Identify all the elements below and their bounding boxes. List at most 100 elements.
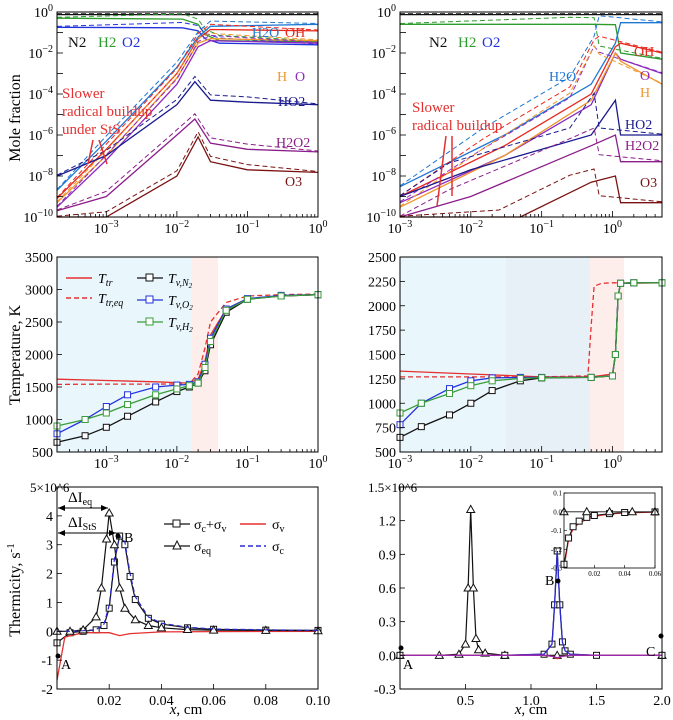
- panel-b-annotation: Slower radical buildup: [412, 100, 502, 134]
- x-tick-label: 10−2: [165, 219, 190, 237]
- d-marker: [446, 411, 454, 419]
- panel-f-series: [395, 504, 667, 660]
- x-tick-label: 10−2: [459, 219, 484, 237]
- inset-y-tick-label: -0.1: [551, 527, 563, 535]
- c-series-ttreq: [56, 293, 319, 386]
- y-tick-label: 1000: [25, 414, 53, 429]
- series-h2o2-eq: [56, 113, 319, 211]
- e-marker: [182, 624, 193, 634]
- c-series-tvh2: [56, 294, 319, 427]
- y-tick-label: 0: [46, 625, 53, 640]
- inset-marker: [590, 512, 598, 519]
- c-marker: [173, 385, 181, 393]
- series-h2o-eq: [56, 20, 319, 190]
- panel-d: 500 750 1000 1250 1500 1750 2000 2250 2500 10−3 1…: [368, 251, 666, 472]
- y-tick-label: 1: [46, 596, 53, 611]
- species-h2o2-label: H2O2: [276, 136, 310, 151]
- c-marker: [102, 409, 110, 417]
- panel-f-inset: -0.3 -0.2 -0.1 0.0 0.1 0.02 0.04 0.06: [551, 490, 662, 579]
- f-point-c-label: C: [646, 645, 655, 660]
- c-marker: [152, 398, 160, 406]
- legend-sv: σv: [272, 518, 285, 535]
- d-marker: [417, 423, 425, 431]
- x-tick-label: 0.06: [201, 694, 226, 709]
- b-series-h2o-eq: [399, 15, 663, 187]
- c-marker: [124, 391, 132, 399]
- species-o-label: O: [295, 70, 305, 85]
- b-species-o-label: O: [640, 69, 650, 84]
- f-marker: [460, 639, 471, 648]
- b-series-h2o2-eq: [399, 127, 663, 217]
- e-marker: [109, 539, 120, 549]
- d-marker: [617, 279, 625, 287]
- b-species-o3-label: O3: [640, 176, 657, 191]
- y-tick-label: 0.9: [379, 548, 397, 563]
- species-oh-label: OH: [285, 26, 305, 41]
- panel-a-annotation: Slower radical buildup under StS: [62, 86, 156, 138]
- panel-c: 500 1000 1500 2000 2500 3000 3500 10−3 10−2 10−1…: [7, 251, 328, 472]
- inset-ticks: -0.3 -0.2 -0.1 0.0 0.1 0.02 0.04 0.06: [551, 490, 662, 579]
- panel-c-yticks: 500 1000 1500 2000 2500 3000 3500: [25, 251, 62, 461]
- y-tick-label: 1500: [25, 381, 53, 396]
- delta-i-sts-label: ΔIStS: [68, 515, 97, 533]
- x-tick-label: 0.08: [254, 694, 279, 709]
- y-tick-label: 100: [34, 3, 53, 21]
- c-marker: [207, 338, 215, 345]
- panel-c-ylabel: Temperature, K: [7, 304, 24, 405]
- x-tick-label: 2.0: [653, 694, 671, 709]
- y-tick-label: 3000: [25, 284, 53, 299]
- f-marker: [465, 504, 476, 513]
- e-marker: [156, 622, 167, 632]
- d-marker: [587, 373, 595, 381]
- species-o3-label: O3: [285, 175, 302, 190]
- inset-marker: [583, 513, 591, 521]
- y-tick-label: 2250: [368, 275, 396, 290]
- panel-f-yticks: -0.3 0.0 0.3 0.6 0.9 1.2: [374, 515, 405, 698]
- panel-f-xlabel: x, cm: [514, 702, 548, 718]
- x-tick-label: 10−1: [529, 219, 554, 237]
- y-tick-label: 0.6: [379, 582, 397, 597]
- series-o-eq: [56, 34, 319, 207]
- d-marker: [538, 374, 546, 382]
- y-tick-label: 10−6: [371, 126, 396, 144]
- e-marker: [208, 625, 219, 634]
- f-series: [400, 654, 662, 659]
- e-series: [56, 630, 319, 681]
- delta-i-eq-label: ΔIeq: [68, 490, 92, 508]
- species-n2-label: N2: [68, 35, 86, 51]
- inset-x-tick-label: 0.06: [649, 570, 662, 578]
- x-tick-label: 10−2: [459, 454, 484, 472]
- x-tick-label: 10−2: [165, 454, 190, 472]
- b-species-h2o2-label: H2O2: [625, 139, 659, 154]
- panel-e: -2 -1 0 1 2 3 4 0.02 0.04 0.06 0.08 0.10 5×10^6 Th…: [5, 480, 330, 718]
- c-marker: [277, 292, 285, 300]
- e-marker: [119, 603, 130, 612]
- x-tick-label: 100: [603, 454, 622, 472]
- d-marker: [467, 399, 475, 407]
- d-marker: [516, 374, 524, 382]
- panel-a-series: [56, 13, 319, 218]
- series-oh-eq: [56, 23, 319, 198]
- panel-e-yticks: -2 -1 0 1 2 3 4: [41, 510, 62, 698]
- y-tick-label: 100: [377, 3, 396, 21]
- x-tick-label: 10−3: [94, 219, 119, 237]
- series-ho2-eq: [56, 75, 319, 176]
- series-o2-eq: [56, 21, 319, 45]
- e-marker: [104, 507, 115, 517]
- y-tick-label: 1750: [368, 324, 396, 339]
- panel-d-yticks: 500 750 1000 1250 1500 1750 2000 2250 2500: [368, 251, 405, 461]
- b-series-h2o2: [399, 134, 662, 218]
- panel-e-yscale: 5×10^6: [30, 480, 70, 495]
- y-tick-label: 2500: [25, 316, 53, 331]
- panel-f-xticks: 0.5 1.0 1.5 2.0: [457, 684, 671, 709]
- b-series-h2: [400, 23, 663, 60]
- inset-y-tick-label: 0.1: [553, 490, 562, 498]
- panel-f-yscale: 1.5×10^6: [368, 480, 418, 495]
- panel-e-ylabel: Thermicity, s-1: [5, 543, 24, 636]
- inset-y-tick-label: -0.3: [551, 565, 563, 573]
- y-tick-label: 750: [375, 422, 396, 437]
- d-marker: [630, 279, 638, 287]
- f-point-b-label: B: [545, 574, 554, 589]
- x-tick-label: 10−3: [94, 454, 119, 472]
- y-tick-label: 10−2: [28, 44, 53, 62]
